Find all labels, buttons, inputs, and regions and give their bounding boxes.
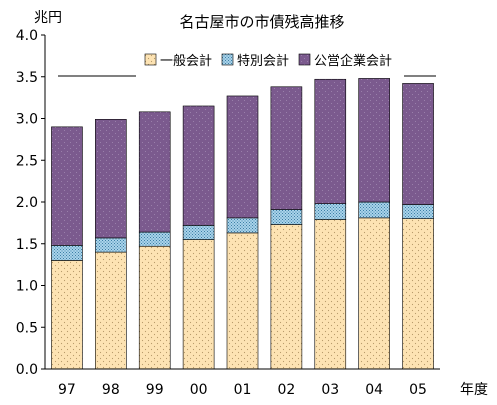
x-tick-label: 99 [146, 382, 164, 398]
bar-segment-01-s1 [226, 217, 259, 234]
legend-label-s1: 特別会計 [237, 53, 289, 69]
y-tick-label: 0.0 [16, 362, 38, 378]
x-tick-label: 03 [321, 382, 339, 398]
x-tick-label: 02 [277, 382, 295, 398]
y-tick-label: 2.5 [16, 153, 38, 169]
bar-segment-99-s2 [138, 111, 171, 233]
y-tick-label: 1.0 [16, 279, 38, 295]
legend-label-s2: 公営企業会計 [314, 53, 392, 69]
bar-segment-05-s1 [402, 204, 434, 220]
legend-swatch-s2 [298, 53, 311, 66]
bar-segment-03-s2 [314, 78, 347, 204]
bar-segment-98-s0 [95, 251, 127, 370]
bar-segment-04-s0 [358, 217, 390, 370]
bar-segment-03-s1 [314, 203, 347, 220]
x-axis-unit-label: 年度 [460, 382, 488, 398]
y-unit-label: 兆円 [34, 10, 62, 26]
y-tick-label: 2.0 [16, 195, 38, 211]
x-tick-label: 97 [58, 382, 76, 398]
y-axis-ticks: 0.0 0.5 1.0 1.5 2.0 2.5 3.0 3.5 4.0 [16, 28, 45, 378]
bar-segment-05-s2 [402, 83, 434, 205]
y-tick-label: 0.5 [16, 320, 38, 336]
bar-segment-98-s2 [95, 119, 127, 239]
bar-segment-02-s0 [270, 224, 303, 370]
bar-segment-99-s0 [138, 245, 171, 370]
legend-swatch-s1 [221, 53, 234, 66]
bar-segment-97-s0 [51, 260, 83, 370]
legend-box [136, 45, 404, 76]
bar-segment-98-s1 [95, 237, 127, 253]
bar-segment-99-s1 [138, 231, 171, 247]
legend-swatch-s0 [144, 53, 157, 66]
bar-segment-01-s2 [226, 95, 259, 219]
bar-segment-00-s0 [182, 239, 215, 370]
bar-segment-97-s2 [51, 126, 83, 246]
bar-segment-00-s2 [182, 105, 215, 226]
x-tick-label: 04 [365, 382, 383, 398]
bar-segment-01-s0 [226, 232, 259, 370]
y-tick-label: 3.5 [16, 70, 38, 86]
legend: 一般会計 特別会計 公営企業会計 [58, 45, 436, 77]
bar-segment-04-s1 [358, 201, 390, 219]
chart-title: 名古屋市の市債残高推移 [179, 13, 344, 31]
y-tick-label: 3.0 [16, 112, 38, 128]
x-axis-ticks: 97 98 99 00 01 02 03 04 05 [58, 382, 427, 398]
legend-label-s0: 一般会計 [160, 53, 212, 69]
x-tick-label: 01 [234, 382, 252, 398]
x-tick-label: 98 [102, 382, 120, 398]
y-tick-label: 4.0 [16, 28, 38, 44]
bar-segment-02-s2 [270, 86, 303, 210]
bar-segment-97-s1 [51, 245, 83, 261]
bar-segment-04-s2 [358, 78, 390, 203]
bar-segment-00-s1 [182, 225, 215, 240]
bar-segment-02-s1 [270, 209, 303, 225]
x-tick-label: 05 [409, 382, 427, 398]
bar-segment-03-s0 [314, 219, 347, 370]
bar-segment-05-s0 [402, 218, 434, 370]
bars [51, 78, 434, 370]
x-tick-label: 00 [190, 382, 208, 398]
y-tick-label: 1.5 [16, 237, 38, 253]
